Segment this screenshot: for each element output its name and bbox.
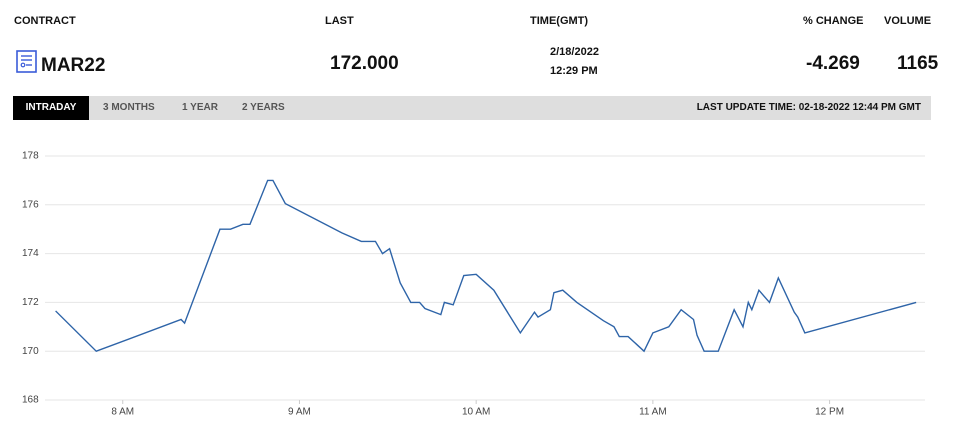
- x-tick-label: 8 AM: [111, 407, 134, 418]
- x-tick-label: 12 PM: [815, 407, 844, 418]
- column-header: % CHANGE: [803, 15, 864, 27]
- chart: 168 170 172 174 176 178 8 AM 9 AM 10 AM 11 AM 12 P…: [22, 151, 925, 418]
- x-tick-label: 9 AM: [288, 407, 311, 418]
- x-tick-label: 11 AM: [639, 407, 667, 418]
- tab-bar: INTRADAY 3 MONTHS 1 YEAR 2 YEARS LAST UP…: [13, 96, 931, 120]
- price-line: [55, 179, 917, 353]
- y-tick-label: 172: [22, 297, 39, 308]
- time-clock: 12:29 PM: [550, 65, 598, 77]
- tab[interactable]: 2 YEARS: [242, 102, 285, 113]
- last-update: LAST UPDATE TIME: 02-18-2022 12:44 PM GM…: [696, 102, 921, 113]
- x-tick-label: 10 AM: [462, 407, 490, 418]
- y-tick-label: 178: [22, 151, 39, 162]
- volume-value: 1165: [897, 53, 939, 74]
- tab[interactable]: 3 MONTHS: [103, 102, 155, 113]
- column-header: TIME(GMT): [530, 15, 589, 27]
- y-tick-label: 176: [22, 199, 39, 210]
- contract-icon: [16, 50, 37, 73]
- column-header: LAST: [325, 15, 354, 27]
- time-date: 2/18/2022: [550, 46, 599, 58]
- tab[interactable]: 1 YEAR: [182, 102, 218, 113]
- tab[interactable]: INTRADAY: [13, 96, 89, 120]
- contract-value: MAR22: [41, 55, 106, 76]
- column-header: VOLUME: [884, 15, 932, 27]
- change-value: -4.269: [806, 53, 860, 74]
- column-header: CONTRACT: [14, 15, 76, 27]
- last-value: 172.000: [330, 53, 399, 74]
- y-tick-label: 174: [22, 248, 39, 259]
- y-tick-label: 170: [22, 346, 39, 357]
- y-tick-label: 168: [22, 395, 39, 406]
